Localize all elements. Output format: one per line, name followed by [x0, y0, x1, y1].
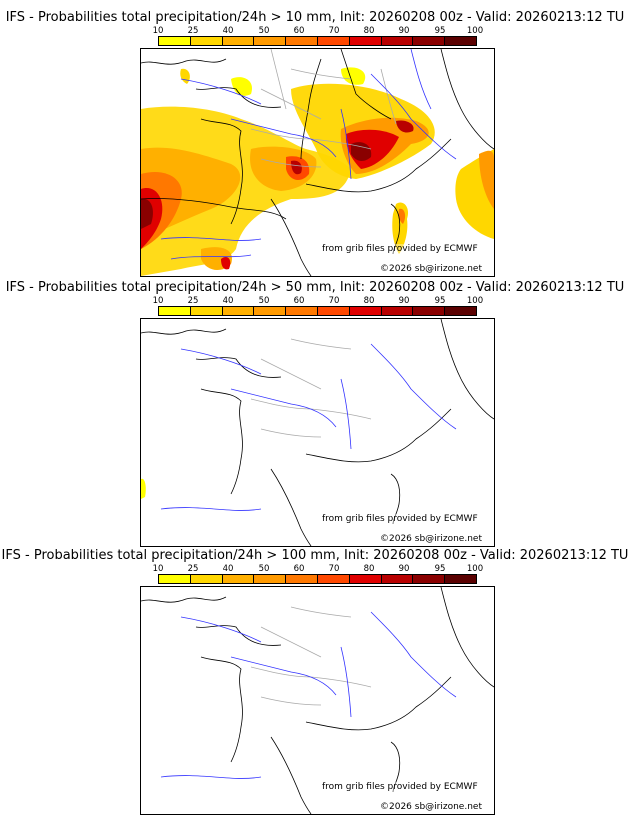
legend-tick: 80 — [363, 564, 375, 574]
copyright-credit: ©2026 sb@irizone.net — [380, 534, 482, 544]
precip-map: from grib files provided by ECMWF ©2026 … — [140, 48, 495, 277]
legend-tick: 25 — [187, 564, 199, 574]
legend-tick: 40 — [222, 26, 234, 36]
legend-swatch — [317, 307, 350, 315]
legend-swatch — [445, 37, 476, 45]
legend-swatch — [381, 37, 414, 45]
legend-swatch — [381, 307, 414, 315]
legend-tick: 50 — [258, 564, 270, 574]
legend-swatch — [190, 575, 223, 583]
legend-tick: 100 — [466, 564, 484, 574]
legend-swatch — [159, 37, 191, 45]
precip-map: from grib files provided by ECMWF ©2026 … — [140, 586, 495, 815]
legend-tick: 10 — [152, 296, 164, 306]
map-panel-10mm: IFS - Probabilities total precipitation/… — [0, 10, 630, 280]
legend-tick: 50 — [258, 296, 270, 306]
legend-tick: 10 — [152, 564, 164, 574]
legend-swatch — [413, 37, 446, 45]
legend-tick: 25 — [187, 26, 199, 36]
color-legend-bar — [158, 36, 477, 46]
legend-swatch — [445, 575, 476, 583]
legend-tick: 80 — [363, 296, 375, 306]
legend-tick: 90 — [398, 26, 410, 36]
source-credit: from grib files provided by ECMWF — [322, 244, 478, 254]
panel-title: IFS - Probabilities total precipitation/… — [5, 10, 625, 25]
legend-swatch — [190, 307, 223, 315]
legend-swatch — [222, 307, 255, 315]
color-legend-bar — [158, 574, 477, 584]
legend-swatch — [445, 307, 476, 315]
legend-swatch — [381, 575, 414, 583]
legend-tick: 25 — [187, 296, 199, 306]
legend-tick: 100 — [466, 26, 484, 36]
legend-tick: 90 — [398, 564, 410, 574]
legend-tick: 95 — [434, 296, 446, 306]
legend-swatch — [222, 37, 255, 45]
legend-tick: 90 — [398, 296, 410, 306]
legend-swatch — [349, 307, 382, 315]
legend-swatch — [349, 575, 382, 583]
panel-title: IFS - Probabilities total precipitation/… — [5, 280, 625, 295]
legend-swatch — [159, 575, 191, 583]
legend-tick: 70 — [328, 296, 340, 306]
legend-swatch — [286, 37, 318, 45]
legend-ticks: 10 25 40 50 60 70 80 90 95 100 — [0, 564, 630, 574]
legend-tick: 60 — [293, 26, 305, 36]
legend-swatch — [286, 307, 318, 315]
legend-tick: 60 — [293, 564, 305, 574]
legend-swatch — [413, 575, 446, 583]
map-panel-50mm: IFS - Probabilities total precipitation/… — [0, 280, 630, 550]
legend-swatch — [254, 575, 287, 583]
source-credit: from grib files provided by ECMWF — [322, 782, 478, 792]
legend-swatch — [159, 307, 191, 315]
copyright-credit: ©2026 sb@irizone.net — [380, 264, 482, 274]
map-panel-100mm: IFS - Probabilities total precipitation/… — [0, 548, 630, 818]
legend-tick: 60 — [293, 296, 305, 306]
legend-tick: 100 — [466, 296, 484, 306]
legend-tick: 80 — [363, 26, 375, 36]
map-lines — [141, 319, 494, 546]
legend-tick: 70 — [328, 26, 340, 36]
legend-ticks: 10 25 40 50 60 70 80 90 95 100 — [0, 26, 630, 36]
precip-shading — [141, 478, 146, 499]
legend-tick: 95 — [434, 26, 446, 36]
legend-tick: 10 — [152, 26, 164, 36]
legend-swatch — [190, 37, 223, 45]
legend-swatch — [317, 575, 350, 583]
legend-swatch — [349, 37, 382, 45]
legend-tick: 70 — [328, 564, 340, 574]
legend-ticks: 10 25 40 50 60 70 80 90 95 100 — [0, 296, 630, 306]
legend-swatch — [317, 37, 350, 45]
legend-tick: 95 — [434, 564, 446, 574]
legend-tick: 40 — [222, 296, 234, 306]
legend-tick: 50 — [258, 26, 270, 36]
legend-swatch — [413, 307, 446, 315]
legend-swatch — [286, 575, 318, 583]
source-credit: from grib files provided by ECMWF — [322, 514, 478, 524]
precip-map: from grib files provided by ECMWF ©2026 … — [140, 318, 495, 547]
legend-swatch — [222, 575, 255, 583]
legend-tick: 40 — [222, 564, 234, 574]
panel-title: IFS - Probabilities total precipitation/… — [1, 548, 629, 563]
map-lines — [141, 587, 494, 814]
legend-swatch — [254, 307, 287, 315]
copyright-credit: ©2026 sb@irizone.net — [380, 802, 482, 812]
legend-swatch — [254, 37, 287, 45]
map-lines — [141, 49, 494, 276]
color-legend-bar — [158, 306, 477, 316]
